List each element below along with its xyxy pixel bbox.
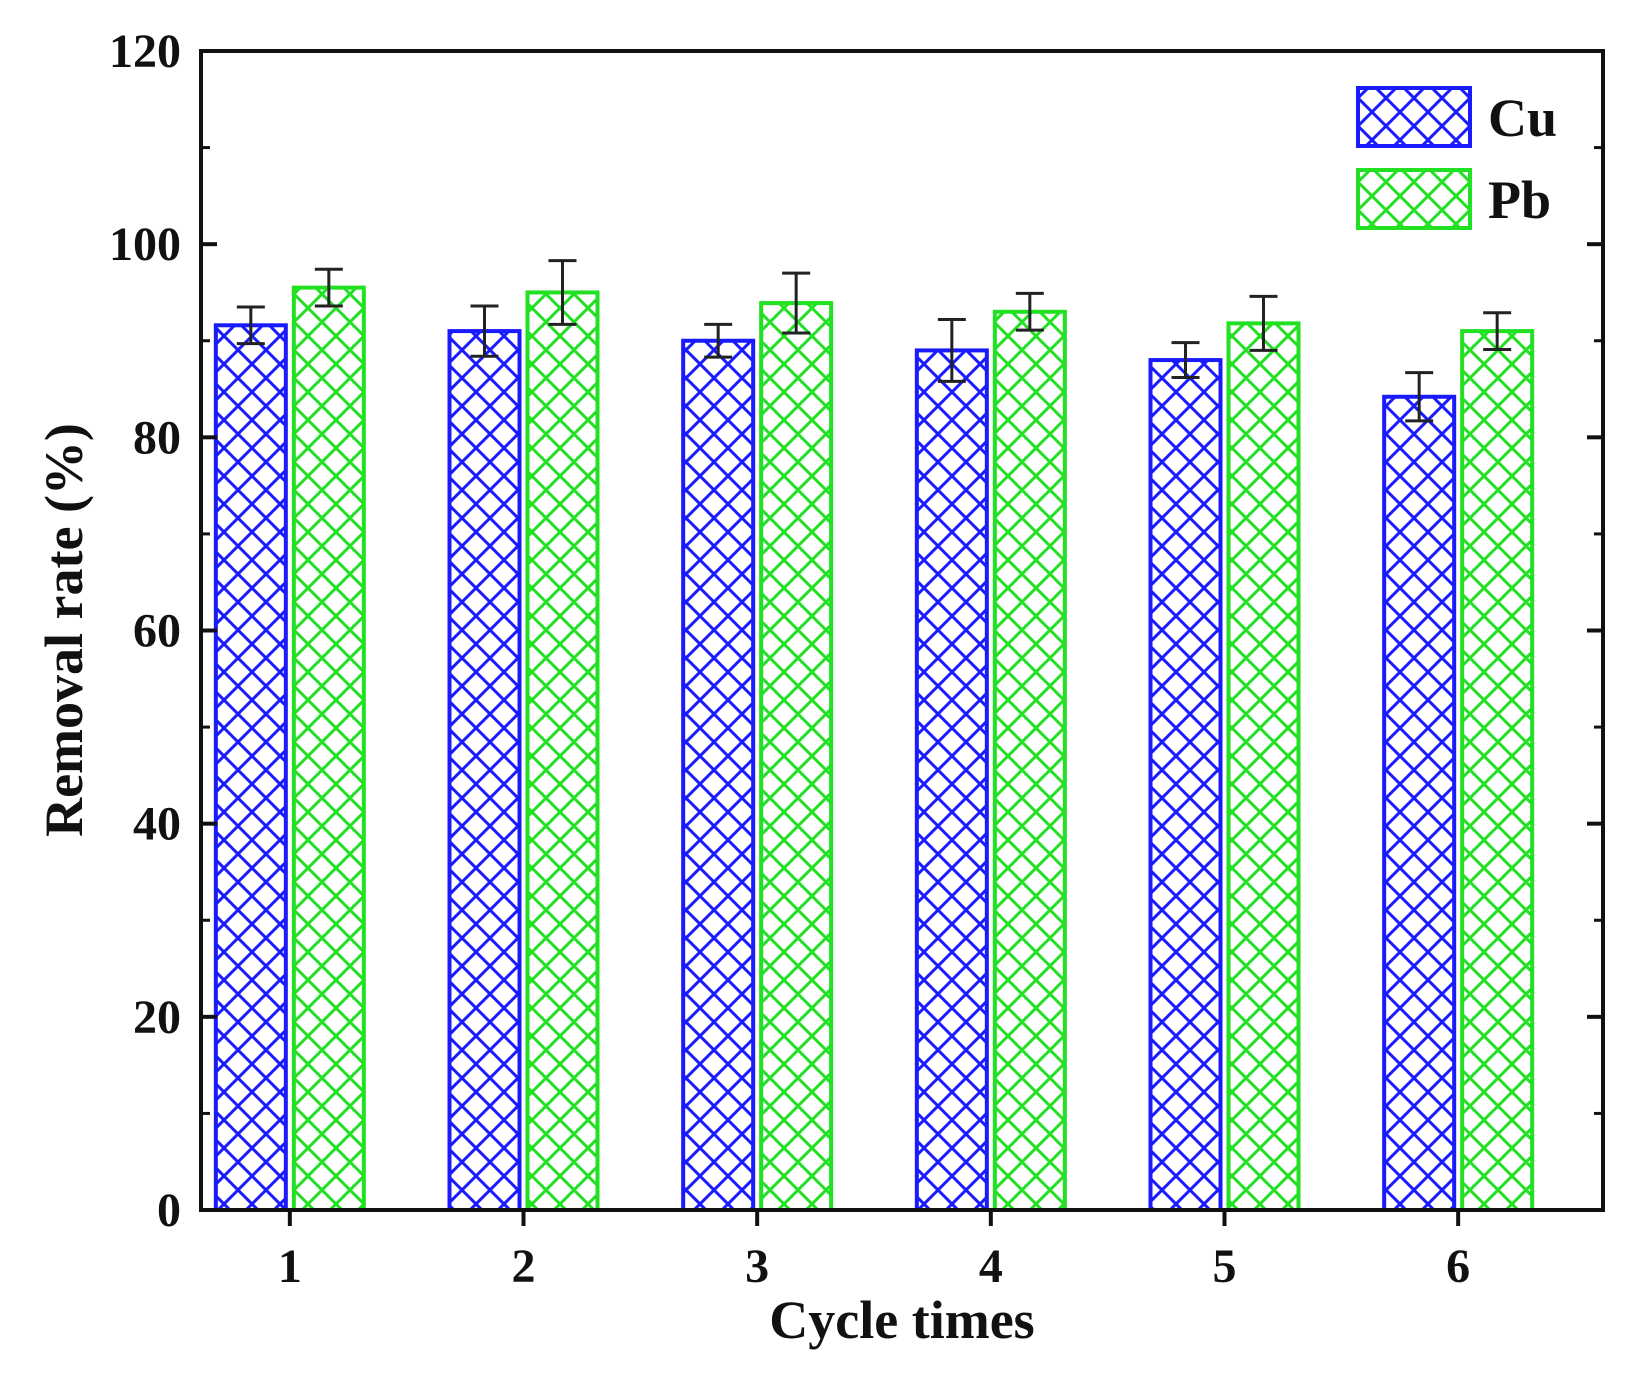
y-tick-label: 0 — [157, 1184, 181, 1237]
y-tick-label: 40 — [133, 798, 181, 851]
bar-pb-cycle-1 — [291, 285, 366, 1213]
y-tick-label: 120 — [109, 25, 181, 78]
y-tick-label: 60 — [133, 605, 181, 658]
bar-cu-cycle-4 — [914, 348, 989, 1212]
bar-pb-cycle-6 — [1460, 329, 1535, 1212]
bar-pb-cycle-2 — [525, 290, 600, 1213]
x-tick-label: 2 — [512, 1240, 536, 1293]
x-tick-label: 3 — [745, 1240, 769, 1293]
legend-label-pb: Pb — [1488, 170, 1551, 230]
y-tick-label: 100 — [109, 218, 181, 271]
legend-swatch-cu — [1356, 86, 1472, 148]
bars-layer — [213, 285, 1535, 1213]
bar-cu-cycle-1 — [213, 323, 288, 1212]
x-axis-title: Cycle times — [769, 1290, 1034, 1350]
legend-label-cu: Cu — [1488, 88, 1557, 148]
x-tick-label: 5 — [1213, 1240, 1237, 1293]
bar-pb-cycle-5 — [1226, 321, 1301, 1212]
x-tick-label: 4 — [979, 1240, 1003, 1293]
bar-cu-cycle-5 — [1148, 358, 1223, 1213]
bar-cu-cycle-3 — [681, 338, 756, 1212]
legend: Cu Pb — [1356, 86, 1557, 230]
legend-swatch-pb — [1356, 168, 1472, 230]
x-tick-label: 6 — [1446, 1240, 1470, 1293]
bar-cu-cycle-2 — [447, 329, 522, 1212]
y-tick-label: 20 — [133, 991, 181, 1044]
y-axis: 0 20 40 60 80 100 120 — [109, 25, 1603, 1237]
x-axis: 1 2 3 4 5 6 — [278, 1210, 1470, 1293]
bar-pb-cycle-4 — [992, 309, 1067, 1212]
y-axis-title: Removal rate (%) — [34, 423, 94, 837]
y-tick-label: 80 — [133, 411, 181, 464]
bar-cu-cycle-6 — [1382, 394, 1457, 1213]
error-bars-layer — [236, 259, 1512, 423]
bar-pb-cycle-3 — [759, 301, 834, 1212]
x-tick-label: 1 — [278, 1240, 302, 1293]
